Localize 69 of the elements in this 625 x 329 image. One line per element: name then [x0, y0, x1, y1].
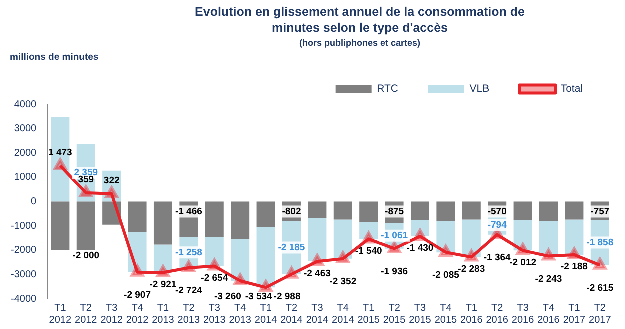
data-label: -1 858 [586, 237, 614, 248]
x-tick-label: T3 2013 [204, 302, 226, 326]
y-tick-label: -2000 [11, 245, 38, 256]
data-label: -2 000 [72, 250, 100, 262]
x-tick-label: T2 2013 [178, 302, 200, 326]
data-label: -1 540 [355, 246, 382, 257]
x-tick-label: T2 2017 [589, 302, 612, 326]
data-label: -1 430 [406, 243, 434, 254]
x-tick-label: T4 2015 [434, 302, 458, 326]
data-label: -1 466 [175, 206, 202, 218]
x-tick-label: T4 2016 [538, 302, 560, 326]
data-label: -2 012 [510, 257, 537, 268]
chart-subtitle: (hors publiphones et cartes) [298, 38, 422, 48]
data-label: -1 258 [175, 247, 202, 258]
data-label: -1 061 [381, 230, 409, 242]
data-label: 1 473 [48, 148, 72, 159]
x-tick-label: T1 2017 [563, 302, 586, 326]
x-tick-label: T4 2014 [332, 302, 355, 326]
data-label: 322 [104, 176, 120, 187]
x-tick-label: T3 2014 [306, 302, 329, 326]
legend-label: RTC [377, 83, 399, 96]
x-tick-label: T1 2014 [254, 302, 278, 326]
y-tick-label: -3000 [11, 269, 38, 280]
data-label: -1 936 [381, 266, 408, 278]
x-tick-label: T2 2014 [280, 302, 304, 326]
legend-label: Total [560, 83, 584, 96]
legend-label: VLB [470, 83, 490, 96]
data-label: -2 243 [535, 274, 562, 285]
data-label: -2 907 [124, 290, 151, 302]
x-tick-label: T1 2013 [152, 302, 175, 326]
data-label: -2 463 [304, 268, 331, 280]
x-tick-label: T2 2016 [486, 302, 509, 326]
data-label: -1 364 [484, 252, 512, 264]
data-label: -2 615 [586, 282, 614, 294]
x-tick-label: T4 2012 [126, 302, 150, 326]
data-label: -875 [385, 206, 405, 218]
data-label: -2 352 [330, 276, 357, 288]
data-label: -3 534 [245, 292, 274, 303]
y-tick-label: 1000 [14, 172, 38, 184]
x-tick-label: T1 2015 [358, 302, 380, 326]
x-tick-label: T3 2016 [512, 302, 535, 326]
y-tick-label: -4000 [11, 294, 38, 305]
data-label: -2 724 [175, 286, 204, 297]
data-label: -2 283 [458, 264, 486, 275]
y-axis-title: millions de minutes [10, 52, 99, 63]
y-tick-label: 0 [31, 196, 38, 208]
data-label: -2 185 [278, 242, 306, 254]
data-label: -794 [488, 220, 508, 231]
chart-title: Evolution en glissement annuel de la consommation de minutes selon le type d'accès [194, 4, 526, 36]
x-tick-label: T2 2012 [75, 302, 98, 326]
y-tick-label: 4000 [14, 99, 38, 110]
x-tick-label: T1 2016 [460, 302, 484, 326]
x-tick-label: T2 2015 [383, 302, 406, 326]
x-tick-label: T3 2015 [409, 302, 432, 326]
data-label: -2 188 [560, 262, 588, 273]
data-label: -802 [282, 206, 302, 218]
x-tick-label: T3 2012 [100, 302, 124, 326]
y-tick-label: 2000 [14, 148, 38, 159]
data-label: -3 260 [214, 292, 242, 303]
data-label: -757 [590, 206, 610, 218]
data-label: -570 [488, 206, 507, 218]
y-tick-label: 3000 [14, 124, 38, 135]
y-tick-label: -1000 [11, 220, 38, 232]
x-tick-label: T1 2012 [49, 302, 72, 326]
data-label: -2 988 [274, 292, 301, 303]
x-tick-label: T4 2013 [229, 302, 252, 326]
data-label: -2 085 [432, 270, 460, 282]
data-label: -2 921 [150, 279, 178, 290]
data-label: -2 654 [201, 272, 229, 284]
